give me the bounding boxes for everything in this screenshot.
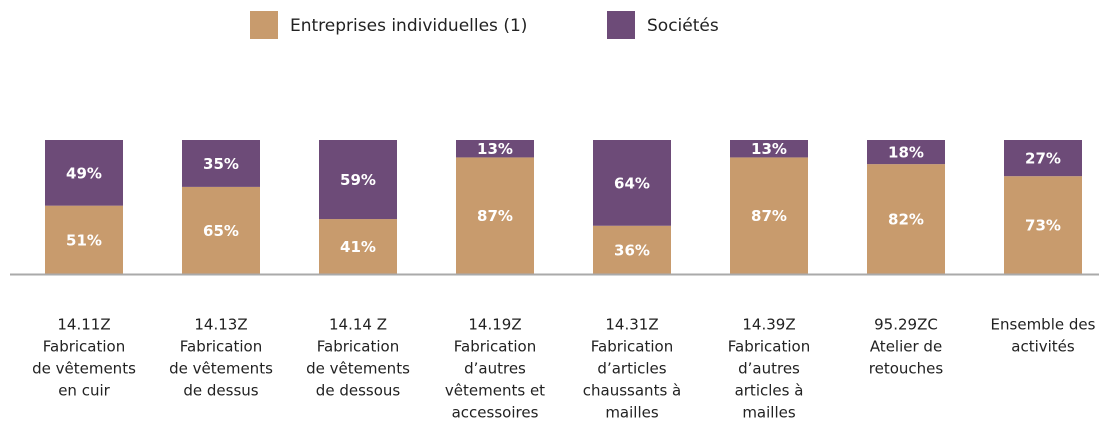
x-tick-label: Atelier de bbox=[870, 338, 942, 356]
legend-label: Sociétés bbox=[647, 16, 719, 36]
legend-swatch bbox=[250, 11, 278, 39]
x-tick-label: chaussants à bbox=[583, 382, 681, 400]
x-tick-label: Fabrication bbox=[317, 338, 399, 356]
x-tick-label: mailles bbox=[742, 404, 796, 421]
bar-segment bbox=[45, 205, 123, 274]
x-tick-label: 14.11Z bbox=[57, 316, 110, 334]
x-tick-label: Fabrication bbox=[454, 338, 536, 356]
bar-segment bbox=[1004, 176, 1082, 274]
bar-segment bbox=[45, 140, 123, 206]
bar-segment bbox=[1004, 140, 1082, 177]
x-tick-label: d’autres bbox=[464, 360, 526, 378]
x-tick-label: Fabrication bbox=[43, 338, 125, 356]
bar-segment bbox=[182, 186, 260, 274]
legend-label: Entreprises individuelles (1) bbox=[290, 16, 527, 36]
x-tick-label: 14.19Z bbox=[468, 316, 521, 334]
data-label: 87% bbox=[751, 207, 787, 225]
bar-segment bbox=[456, 157, 534, 274]
data-label: 36% bbox=[614, 241, 650, 259]
x-tick-label: mailles bbox=[605, 404, 659, 421]
bar-segment bbox=[319, 140, 397, 220]
x-tick-label: de vêtements bbox=[169, 360, 273, 378]
bar-segment bbox=[867, 140, 945, 165]
x-tick-label: 14.39Z bbox=[742, 316, 795, 334]
data-label: 49% bbox=[66, 164, 102, 182]
bar-segment bbox=[319, 219, 397, 274]
bar-segment bbox=[182, 140, 260, 187]
bar-segment bbox=[730, 157, 808, 274]
x-tick-label: retouches bbox=[869, 360, 944, 378]
data-label: 41% bbox=[340, 238, 376, 256]
data-label: 87% bbox=[477, 207, 513, 225]
x-tick-label: 14.14 Z bbox=[329, 316, 387, 334]
x-tick-label: 14.13Z bbox=[194, 316, 247, 334]
data-label: 73% bbox=[1025, 217, 1061, 235]
x-tick-label: de dessous bbox=[316, 382, 401, 400]
x-tick-label: activités bbox=[1011, 338, 1075, 356]
x-tick-label: accessoires bbox=[452, 404, 539, 421]
x-tick-label: en cuir bbox=[58, 382, 110, 400]
bar-segment bbox=[593, 225, 671, 274]
bar-segment bbox=[456, 140, 534, 158]
data-label: 27% bbox=[1025, 150, 1061, 168]
legend-swatch bbox=[607, 11, 635, 39]
x-tick-label: d’autres bbox=[738, 360, 800, 378]
x-tick-label: Ensemble des bbox=[991, 316, 1096, 334]
bar-segment bbox=[730, 140, 808, 158]
bar-segment bbox=[867, 164, 945, 274]
data-label: 18% bbox=[888, 144, 924, 162]
x-tick-label: Fabrication bbox=[180, 338, 262, 356]
data-label: 13% bbox=[751, 140, 787, 158]
data-label: 64% bbox=[614, 174, 650, 192]
x-tick-label: 95.29ZC bbox=[874, 316, 938, 334]
x-tick-label: d’articles bbox=[597, 360, 666, 378]
x-tick-label: vêtements et bbox=[445, 382, 545, 400]
data-label: 35% bbox=[203, 155, 239, 173]
x-tick-label: Fabrication bbox=[591, 338, 673, 356]
x-tick-label: 14.31Z bbox=[605, 316, 658, 334]
data-label: 13% bbox=[477, 140, 513, 158]
x-tick-label: de dessus bbox=[183, 382, 258, 400]
x-tick-label: de vêtements bbox=[32, 360, 136, 378]
bar-segment bbox=[593, 140, 671, 226]
data-label: 65% bbox=[203, 222, 239, 240]
data-label: 51% bbox=[66, 231, 102, 249]
x-tick-label: de vêtements bbox=[306, 360, 410, 378]
data-label: 59% bbox=[340, 171, 376, 189]
data-label: 82% bbox=[888, 211, 924, 229]
x-tick-label: articles à bbox=[735, 382, 804, 400]
x-tick-label: Fabrication bbox=[728, 338, 810, 356]
